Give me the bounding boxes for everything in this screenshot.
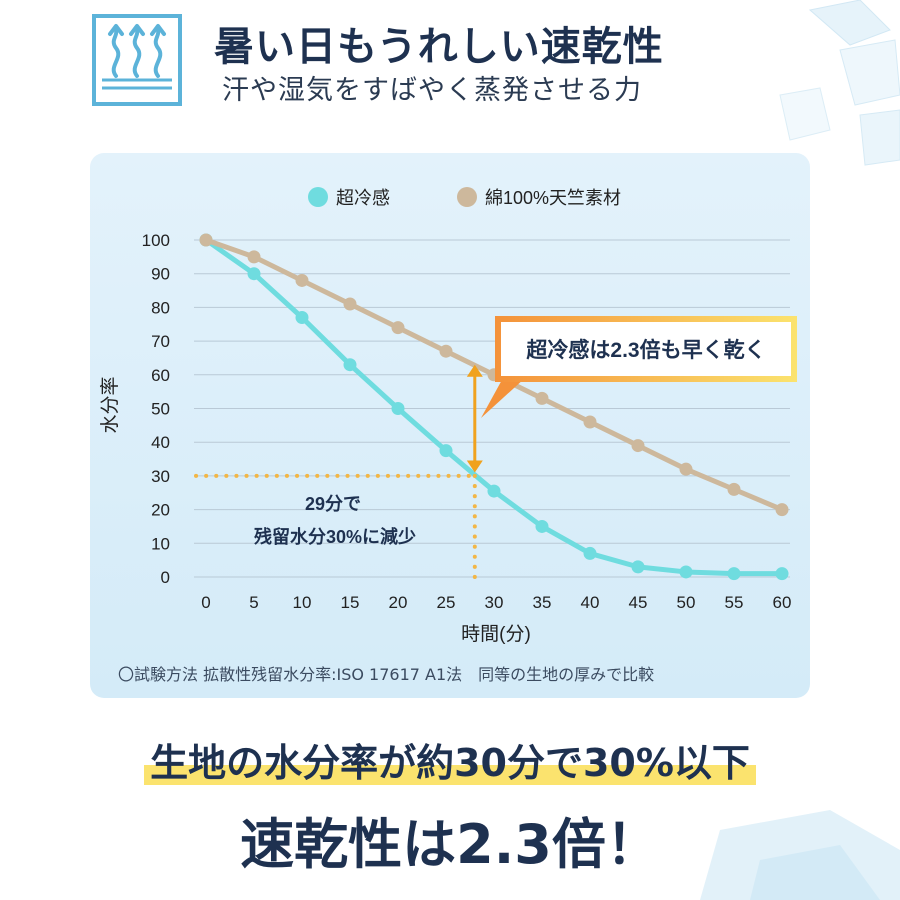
legend-marker-0 — [308, 187, 328, 207]
page-subtitle: 汗や湿気をすばやく蒸発させる力 — [222, 75, 642, 106]
y-tick-label: 80 — [151, 298, 170, 317]
arrow-head-down — [466, 460, 483, 473]
y-tick-label: 30 — [151, 467, 170, 486]
y-tick-label: 40 — [151, 433, 170, 452]
note-line2: 残留水分30%に減少 — [254, 526, 416, 547]
x-tick-label: 30 — [485, 593, 504, 612]
x-tick-label: 20 — [389, 593, 408, 612]
x-tick-label: 50 — [677, 593, 696, 612]
data-point — [583, 415, 597, 429]
y-tick-label: 0 — [161, 568, 170, 587]
x-tick-label: 35 — [533, 593, 552, 612]
arrow-head-up — [466, 364, 483, 377]
page-title: 暑い日もうれしい速乾性 — [214, 24, 664, 70]
legend-marker-1 — [457, 187, 477, 207]
x-tick-label: 10 — [293, 593, 312, 612]
legend-label-0: 超冷感 — [336, 188, 390, 208]
note-line1: 29分で — [305, 494, 361, 514]
legend-label-1: 綿100%天竺素材 — [485, 188, 621, 208]
data-point — [295, 311, 309, 325]
evaporation-icon — [92, 14, 182, 106]
y-tick-label: 90 — [151, 265, 170, 284]
data-point — [439, 344, 453, 358]
ice-cubes-decoration — [779, 0, 900, 166]
data-point — [727, 567, 741, 581]
data-point — [295, 273, 309, 287]
data-point — [775, 503, 789, 517]
callout-text: 超冷感は2.3倍も早く乾く — [526, 338, 765, 362]
data-point — [391, 321, 405, 335]
data-point — [199, 233, 213, 247]
conclusion-headline: 速乾性は2.3倍！ — [240, 813, 660, 876]
callout-pointer — [481, 378, 525, 418]
callout-box — [501, 322, 791, 376]
x-tick-label: 40 — [581, 593, 600, 612]
y-tick-label: 60 — [151, 366, 170, 385]
data-point — [727, 482, 741, 496]
data-point — [439, 444, 453, 458]
x-tick-label: 25 — [437, 593, 456, 612]
x-tick-label: 45 — [629, 593, 648, 612]
y-tick-label: 50 — [151, 400, 170, 419]
data-point — [535, 391, 549, 405]
conclusion-highlight: 生地の水分率が約30分で30%以下 — [0, 732, 900, 787]
data-point — [631, 439, 645, 453]
data-point — [775, 567, 789, 581]
x-axis-label: 時間(分) — [461, 623, 531, 645]
data-point — [679, 462, 693, 476]
data-point — [247, 250, 261, 264]
test-method-footnote: 〇試験方法 拡散性残留水分率:ISO 17617 A1法 同等の生地の厚みで比較 — [118, 665, 655, 684]
chart-panel: 0 10 20 30 40 50 60 70 80 90 100 0 5 10 15 20 25 30 35 40 45… — [90, 153, 810, 698]
data-point — [343, 297, 357, 311]
x-tick-label: 15 — [341, 593, 360, 612]
data-point — [247, 267, 261, 281]
y-tick-label: 20 — [151, 501, 170, 520]
ice-bottom-decoration — [700, 810, 900, 900]
series-line-0 — [203, 237, 785, 577]
x-tick-label: 0 — [201, 593, 210, 612]
data-point — [535, 519, 549, 533]
data-point — [583, 546, 597, 560]
data-point — [391, 402, 405, 415]
x-tick-label: 5 — [249, 593, 258, 612]
conclusion-line1: 生地の水分率が約30分で30%以下 — [144, 741, 756, 785]
data-point — [679, 565, 693, 579]
y-tick-label: 10 — [151, 534, 170, 553]
data-point — [487, 484, 501, 498]
y-tick-label: 70 — [151, 332, 170, 351]
y-axis-label: 水分率 — [99, 376, 121, 433]
moisture-chart: 0 10 20 30 40 50 60 70 80 90 100 0 5 10 15 20 25 30 35 40 45… — [99, 187, 797, 645]
x-tick-label: 55 — [725, 593, 744, 612]
x-tick-label: 60 — [773, 593, 792, 612]
y-tick-label: 100 — [142, 231, 170, 250]
data-point — [343, 358, 357, 372]
data-point — [631, 560, 645, 574]
